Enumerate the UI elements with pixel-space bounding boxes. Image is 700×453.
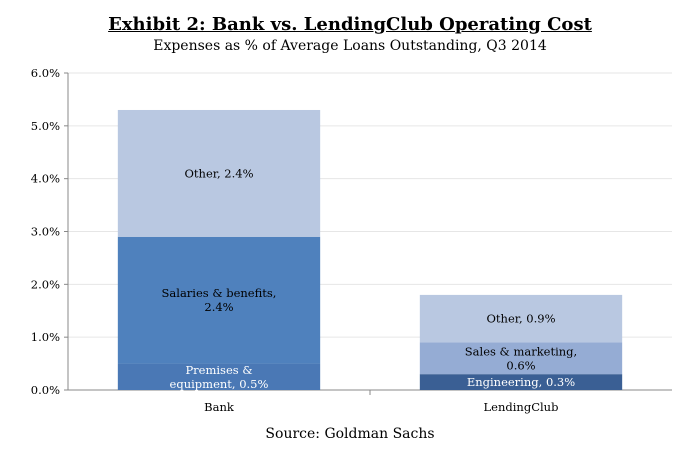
bars: Premises &equipment, 0.5% Salaries & bene…	[117, 109, 623, 391]
y-tick-label: 2.0%	[31, 277, 60, 291]
y-tick-label: 5.0%	[31, 119, 60, 133]
bar-segment	[419, 294, 623, 343]
bar-segment	[117, 363, 321, 390]
segment-data-label: 0.6%	[506, 358, 535, 372]
chart-subtitle: Expenses as % of Average Loans Outstandi…	[153, 38, 547, 54]
segment-data-label: equipment, 0.5%	[170, 377, 269, 391]
bar-segment	[419, 342, 623, 375]
bar-segment	[117, 109, 321, 237]
segment-data-label: 2.4%	[204, 300, 233, 314]
segment-data-label: Salaries & benefits,	[162, 286, 277, 300]
bar-segment	[117, 236, 321, 364]
segment-data-label: Sales & marketing,	[465, 344, 577, 358]
segment-data-label: Other, 2.4%	[184, 166, 253, 180]
chart-title: Exhibit 2: Bank vs. LendingClub Operatin…	[108, 14, 592, 35]
x-tick-label: LendingClub	[484, 400, 559, 414]
y-tick-label: 0.0%	[31, 383, 60, 397]
y-tick-label: 1.0%	[31, 330, 60, 344]
segment-data-label: Premises &	[185, 363, 252, 377]
x-tick-label: Bank	[204, 400, 235, 414]
bar-segment	[419, 374, 623, 390]
segment-data-label: Other, 0.9%	[486, 312, 555, 326]
y-tick-label: 3.0%	[31, 225, 60, 239]
segment-data-label: Engineering, 0.3%	[467, 375, 575, 389]
y-tick-labels: 0.0% 1.0% 2.0% 3.0% 4.0% 5.0% 6.0%	[31, 66, 60, 397]
chart-source: Source: Goldman Sachs	[265, 426, 435, 442]
x-tick-labels: Bank LendingClub	[204, 400, 558, 414]
y-tick-label: 6.0%	[31, 66, 60, 80]
y-tick-label: 4.0%	[31, 172, 60, 186]
